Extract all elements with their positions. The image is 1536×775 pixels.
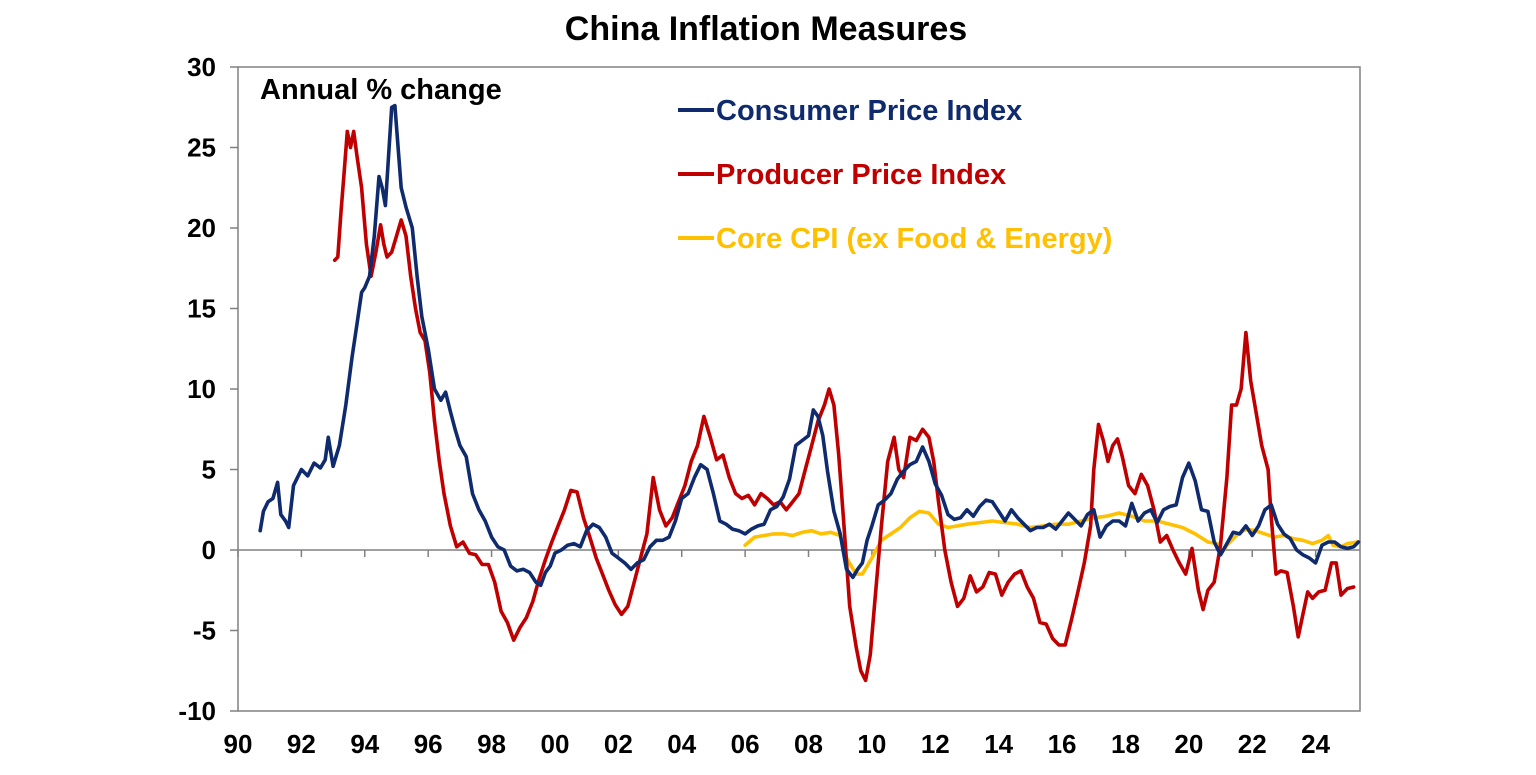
y-tick-label: -5: [193, 616, 216, 646]
legend: Consumer Price Index Producer Price Index…: [678, 95, 1112, 255]
legend-label-consumer-price-index: Consumer Price Index: [716, 95, 1022, 127]
x-tick-label: 90: [224, 729, 253, 759]
x-tick-label: 02: [604, 729, 633, 759]
x-tick-label: 04: [667, 729, 696, 759]
y-tick-label: 20: [187, 213, 216, 243]
x-tick-label: 12: [921, 729, 950, 759]
y-tick-label: 15: [187, 294, 216, 324]
y-axis: 30 25 20 15 10 5 0 -5 -10: [178, 52, 238, 726]
x-tick-label: 06: [731, 729, 760, 759]
y-tick-label: -10: [178, 696, 216, 726]
y-axis-label: Annual % change: [260, 74, 502, 106]
legend-label-core-cpi-ex-food-energy: Core CPI (ex Food & Energy): [716, 223, 1112, 255]
x-tick-label: 18: [1111, 729, 1140, 759]
series-line-consumer-price-index: [258, 103, 1361, 588]
y-tick-label: 0: [202, 535, 216, 565]
y-tick-label: 5: [202, 455, 216, 485]
x-tick-label: 22: [1238, 729, 1267, 759]
x-tick-label: 00: [540, 729, 569, 759]
chart-title: China Inflation Measures: [565, 10, 967, 48]
x-axis: 90 92 94 96 98 00 02 04 06 08 10 12 14 16 18 20 22 24: [224, 550, 1331, 759]
x-tick-label: 24: [1301, 729, 1330, 759]
y-tick-label: 10: [187, 374, 216, 404]
x-tick-label: 92: [287, 729, 316, 759]
x-tick-label: 14: [984, 729, 1013, 759]
series-lines: [258, 103, 1361, 683]
x-tick-label: 08: [794, 729, 823, 759]
y-tick-label: 25: [187, 133, 216, 163]
y-tick-label: 30: [187, 52, 216, 82]
x-tick-label: 16: [1048, 729, 1077, 759]
x-tick-label: 96: [414, 729, 443, 759]
x-tick-label: 10: [857, 729, 886, 759]
legend-label-producer-price-index: Producer Price Index: [716, 159, 1006, 191]
x-tick-label: 94: [350, 729, 379, 759]
x-tick-label: 20: [1174, 729, 1203, 759]
x-tick-label: 98: [477, 729, 506, 759]
series-line-producer-price-index: [332, 129, 1356, 683]
